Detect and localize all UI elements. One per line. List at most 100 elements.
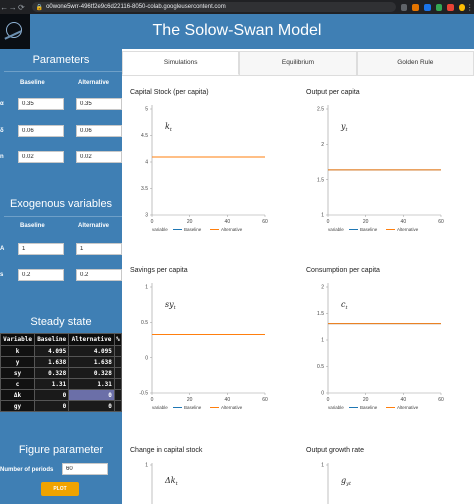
delta-baseline-input[interactable]	[18, 125, 64, 137]
cell-baseline: 1.31	[34, 378, 70, 390]
profile-avatar[interactable]	[458, 3, 466, 11]
chart-title: Capital Stock (per capita)	[130, 89, 209, 96]
extension-icon[interactable]	[423, 3, 431, 11]
y-tick-label: 5	[145, 107, 148, 113]
a-baseline-input[interactable]	[18, 243, 64, 255]
address-bar[interactable]: 🔒 o0wone5wrr-496tf2e9c6d22116-8050-colab…	[31, 2, 396, 12]
parameters-title: Parameters	[32, 54, 90, 66]
tab-golden-rule[interactable]: Golden Rule	[356, 51, 474, 75]
table-row: gy 0 0	[0, 400, 122, 412]
col-header-percent: %	[113, 333, 122, 346]
cell-baseline: 0	[34, 400, 70, 412]
delta-alternative-input[interactable]	[76, 125, 122, 137]
x-tick-label: 0	[327, 219, 330, 225]
alpha-baseline-input[interactable]	[18, 98, 64, 110]
cell-alternative: 4.095	[68, 345, 115, 357]
cell-percent	[113, 389, 122, 401]
chart-symbol-subscript: t	[170, 127, 173, 133]
menu-icon[interactable]: ⋮	[465, 2, 474, 12]
chart-title: Change in capital stock	[130, 447, 203, 454]
x-tick-label: 60	[438, 219, 444, 225]
param-label-alpha: α	[0, 101, 4, 107]
reload-icon[interactable]: ⟳	[17, 2, 25, 12]
exogenous-title: Exogenous variables	[9, 198, 113, 210]
chart-symbol-label: kt	[165, 122, 173, 133]
chart-title: Output per capita	[306, 89, 360, 96]
x-tick-label: 40	[401, 397, 407, 403]
cell-percent	[113, 345, 122, 357]
legend-label-baseline: Baseline	[184, 227, 202, 232]
extension-icon[interactable]	[412, 3, 419, 11]
chart-symbol-label: Δkt	[164, 476, 179, 487]
cell-variable: y	[0, 356, 36, 368]
back-icon[interactable]: ←	[0, 2, 9, 12]
cell-alternative: 0	[68, 400, 115, 412]
x-tick-label: 0	[151, 219, 154, 225]
cell-alternative: 1.31	[68, 378, 115, 390]
cell-percent	[113, 400, 122, 412]
n-baseline-input[interactable]	[18, 151, 64, 163]
forward-icon[interactable]: →	[8, 2, 17, 12]
bookmark-icon[interactable]	[400, 3, 408, 11]
extension-icon[interactable]	[447, 3, 454, 11]
cell-alternative: 1.638	[68, 356, 115, 368]
y-tick-label: 1.5	[317, 311, 324, 317]
parameters-col-baseline: Baseline	[20, 80, 45, 86]
browser-chrome: ← → ⟳ 🔒 o0wone5wrr-496tf2e9c6d22116-8050…	[0, 0, 474, 14]
output-growth-chart: Output growth rate 1 gyt	[306, 447, 474, 504]
app-logo	[0, 14, 30, 49]
n-alternative-input[interactable]	[76, 151, 122, 163]
sidebar: Parameters Baseline Alternative α δ n Ex…	[0, 49, 122, 504]
plot-button[interactable]: PLOT	[41, 482, 79, 496]
lock-icon: 🔒	[35, 4, 44, 11]
savings-chart: Savings per capita -0.5 0 0.5 1 0 20 40 60 syt va…	[130, 267, 300, 435]
y-tick-label: 3	[145, 213, 148, 219]
a-alternative-input[interactable]	[76, 243, 122, 255]
x-tick-label: 20	[363, 397, 369, 403]
tab-bar: Simulations Equilibrium Golden Rule	[122, 51, 474, 76]
table-row: y 1.638 1.638	[0, 356, 122, 368]
alpha-alternative-input[interactable]	[76, 98, 122, 110]
figure-parameter-title: Figure parameter	[18, 444, 104, 456]
cell-alternative: 0	[68, 389, 115, 401]
legend-label-baseline: Baseline	[360, 227, 378, 232]
col-header-alternative: Alternative	[68, 333, 115, 346]
cell-variable: k	[0, 345, 36, 357]
y-tick-label: 1	[321, 463, 324, 469]
table-row: c 1.31 1.31	[0, 378, 122, 390]
legend-label-alternative: Alternative	[221, 405, 243, 410]
table-header-row: Variable Baseline Alternative %	[0, 333, 122, 346]
cell-variable: c	[0, 378, 36, 390]
tab-simulations[interactable]: Simulations	[122, 51, 240, 75]
x-tick-label: 40	[225, 219, 231, 225]
y-tick-label: 2.5	[317, 107, 324, 113]
chart-symbol-label: gyt	[341, 476, 352, 487]
s-baseline-input[interactable]	[18, 269, 64, 281]
legend-title: variable	[328, 227, 344, 232]
tab-equilibrium[interactable]: Equilibrium	[239, 51, 357, 75]
exogenous-col-alternative: Alternative	[78, 223, 110, 229]
chart-symbol-label: ct	[341, 300, 348, 311]
x-tick-label: 0	[151, 397, 154, 403]
periods-input[interactable]	[62, 463, 108, 475]
exog-label-a: A	[0, 246, 5, 252]
chart-plot: 1 Δkt	[145, 463, 179, 504]
chart-plot: 1 gyt	[321, 463, 352, 504]
consumption-chart: Consumption per capita 0 0.5 1 1.5 2 0 20 40 60 c…	[306, 267, 474, 435]
chart-title: Savings per capita	[130, 267, 188, 274]
x-tick-label: 20	[187, 397, 193, 403]
capital-stock-chart: Capital Stock (per capita) 3 3.5 4 4.5 5 0 20 4…	[130, 89, 300, 257]
y-tick-label: 1	[321, 213, 324, 219]
legend-title: variable	[152, 227, 168, 232]
extension-icon[interactable]	[435, 3, 443, 11]
cell-percent	[113, 367, 122, 379]
y-tick-label: 2	[321, 142, 324, 148]
steady-state-title: Steady state	[30, 316, 92, 328]
cell-percent	[113, 356, 122, 368]
y-tick-label: 0.5	[141, 320, 148, 326]
s-alternative-input[interactable]	[76, 269, 122, 281]
x-tick-label: 40	[401, 219, 407, 225]
legend-label-baseline: Baseline	[184, 405, 202, 410]
